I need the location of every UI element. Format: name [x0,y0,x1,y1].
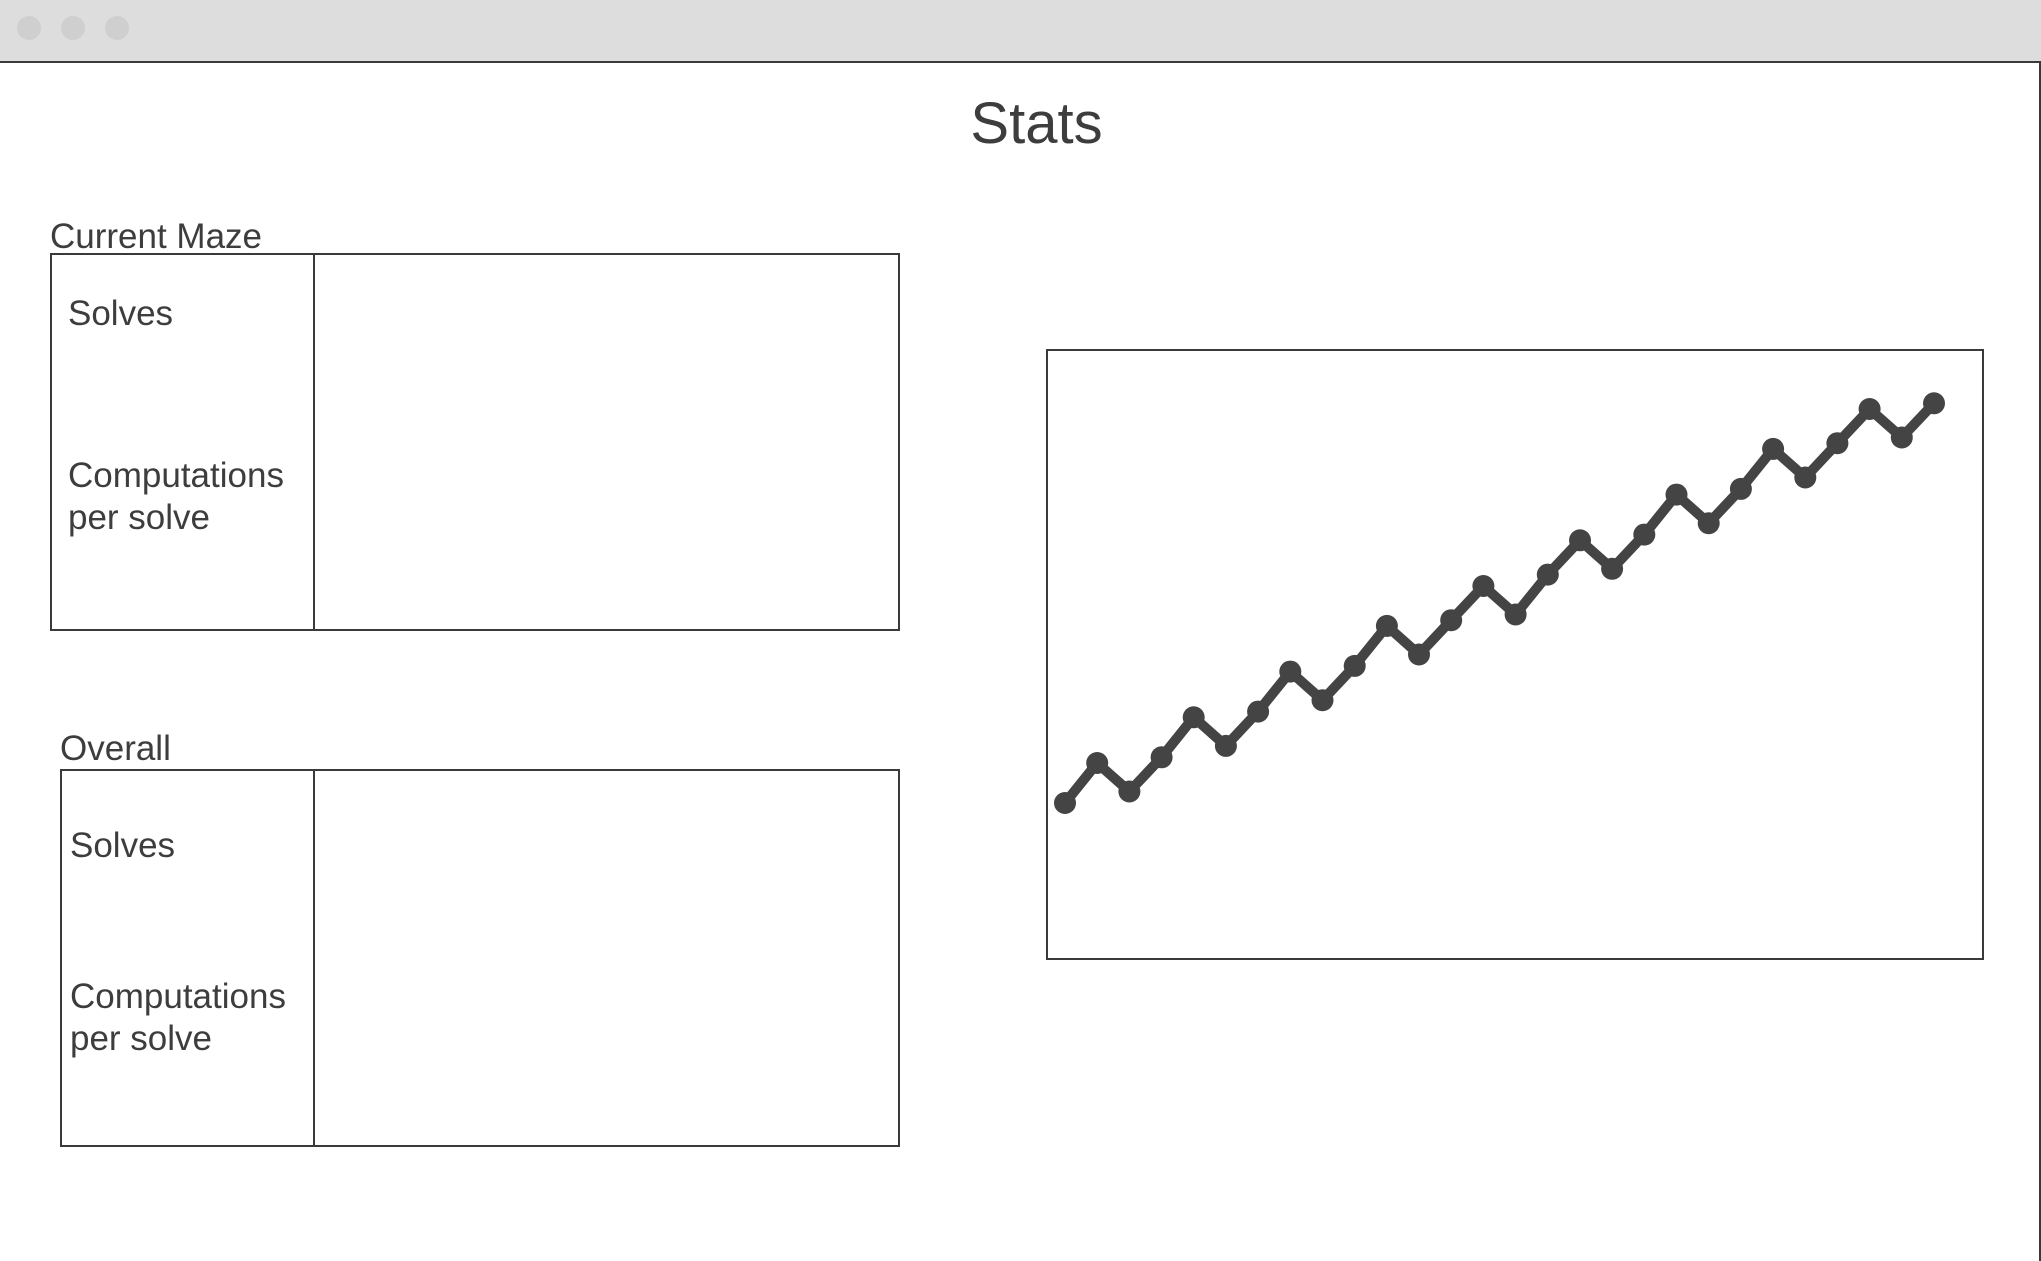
minimize-window-button[interactable] [61,16,85,40]
current-solves-label: Solves [68,293,173,335]
data-point [1118,781,1140,803]
data-point [1247,701,1269,723]
series-line [1065,403,1934,803]
overall-stats-table: Solves Computations per solve [60,769,900,1147]
page-title: Stats [0,88,2041,160]
data-point [1666,484,1688,506]
data-point [1601,558,1623,580]
data-point [1794,467,1816,489]
data-point [1344,655,1366,677]
window-titlebar [0,0,2041,63]
data-point [1408,644,1430,666]
data-point [1859,398,1881,420]
overall-solves-label: Solves [70,825,175,867]
data-point [1279,661,1301,683]
data-point [1086,752,1108,774]
data-point [1312,689,1334,711]
data-point [1698,512,1720,534]
overall-computations-label: Computations per solve [70,976,310,1060]
data-point [1923,392,1945,414]
maximize-window-button[interactable] [105,16,129,40]
data-point [1826,432,1848,454]
current-stats-values [315,255,898,629]
current-maze-stats-table: Solves Computations per solve [50,253,900,631]
data-point [1151,746,1173,768]
overall-stats-values [315,771,898,1145]
current-computations-label: Computations per solve [68,455,308,539]
current-maze-heading: Current Maze [50,217,262,257]
data-point [1762,438,1784,460]
data-point [1472,575,1494,597]
data-point [1440,609,1462,631]
overall-heading: Overall [60,729,171,769]
line-chart-svg [1048,351,1982,958]
data-point [1505,604,1527,626]
data-point [1633,524,1655,546]
data-point [1730,478,1752,500]
data-point [1054,792,1076,814]
stats-line-chart [1046,349,1984,960]
data-point [1891,427,1913,449]
data-point [1376,615,1398,637]
close-window-button[interactable] [17,16,41,40]
data-point [1569,529,1591,551]
data-point [1537,564,1559,586]
data-point [1215,735,1237,757]
data-point [1183,706,1205,728]
